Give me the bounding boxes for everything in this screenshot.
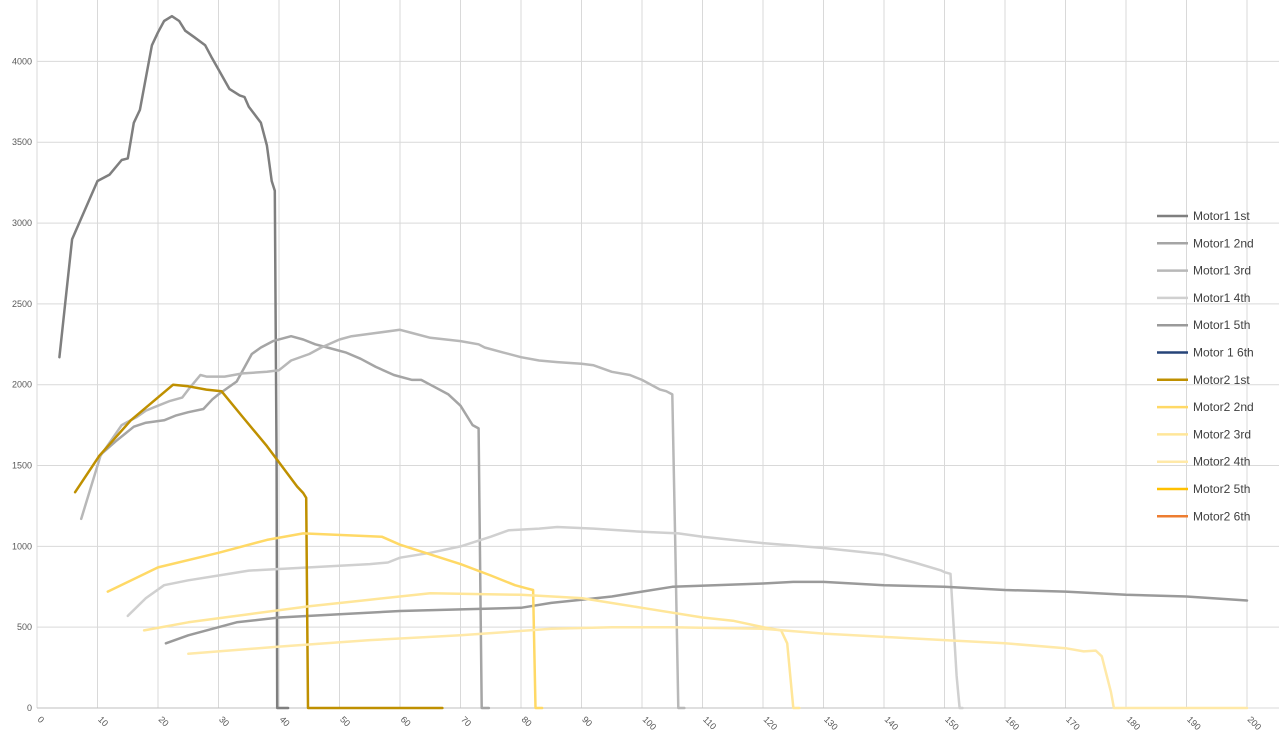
x-tick-label: 80 (520, 714, 534, 728)
y-tick-label: 2000 (12, 380, 32, 390)
legend-entry: Motor 1 6th (1193, 346, 1254, 360)
x-tick-label: 160 (1004, 714, 1022, 732)
series-line-motor1-5th (164, 580, 1249, 645)
legend-entry: Motor2 3rd (1193, 427, 1251, 441)
x-tick-label: 190 (1185, 714, 1203, 732)
legend-entry: Motor1 2nd (1193, 236, 1254, 250)
legend-entry: Motor1 1st (1193, 209, 1250, 223)
x-tick-label: 30 (217, 714, 231, 728)
series-lines (58, 14, 1249, 710)
x-tick-label: 60 (399, 714, 413, 728)
grid-lines (36, 0, 1279, 709)
x-tick-label: 20 (157, 714, 171, 728)
series-line-motor2-1st (73, 383, 444, 710)
series-line-motor1-3rd (79, 328, 686, 710)
legend: Motor1 1st Motor1 2nd Motor1 3rd Motor1 4th… (1157, 209, 1254, 523)
x-tick-label: 70 (459, 714, 473, 728)
x-tick-label: 0 (36, 714, 47, 725)
x-tick-label: 110 (701, 714, 718, 731)
y-tick-label: 4000 (12, 56, 32, 66)
x-tick-label: 130 (822, 714, 840, 732)
series-line-motor1-1st (58, 14, 290, 710)
series-line-motor1-2nd (98, 334, 491, 710)
axes: 0 10 20 30 40 50 60 70 80 90 100 110 120 130 140 150 160… (12, 56, 1263, 732)
legend-entry: Motor2 2nd (1193, 400, 1254, 414)
x-tick-label: 50 (338, 714, 352, 728)
legend-entry: Motor2 1st (1193, 373, 1250, 387)
legend-entry: Motor1 3rd (1193, 264, 1251, 278)
x-tick-label: 90 (580, 714, 594, 728)
legend-entry: Motor2 6th (1193, 509, 1250, 523)
legend-entry: Motor2 4th (1193, 455, 1250, 469)
legend-entry: Motor1 4th (1193, 291, 1250, 305)
x-tick-label: 10 (96, 714, 110, 728)
y-tick-label: 3500 (12, 137, 32, 147)
legend-entry: Motor1 5th (1193, 318, 1250, 332)
series-line-motor2-3rd (142, 591, 801, 710)
x-tick-label: 150 (943, 714, 961, 732)
y-tick-label: 500 (17, 622, 32, 632)
y-tick-label: 1500 (12, 461, 32, 471)
x-tick-label: 170 (1064, 714, 1082, 732)
x-tick-label: 140 (883, 714, 901, 732)
y-tick-label: 0 (27, 703, 32, 713)
series-line-motor2-2nd (106, 532, 544, 710)
x-tick-label: 100 (641, 714, 659, 732)
legend-entry: Motor2 5th (1193, 482, 1250, 496)
x-tick-label: 200 (1246, 714, 1264, 732)
y-tick-label: 3000 (12, 218, 32, 228)
series-line-motor1-4th (126, 525, 964, 710)
x-tick-label: 40 (278, 714, 292, 728)
y-tick-label: 1000 (12, 541, 32, 551)
x-tick-label: 180 (1125, 714, 1143, 732)
series-line-motor2-4th (187, 625, 1249, 710)
y-tick-label: 2500 (12, 299, 32, 309)
x-tick-label: 120 (762, 714, 780, 732)
